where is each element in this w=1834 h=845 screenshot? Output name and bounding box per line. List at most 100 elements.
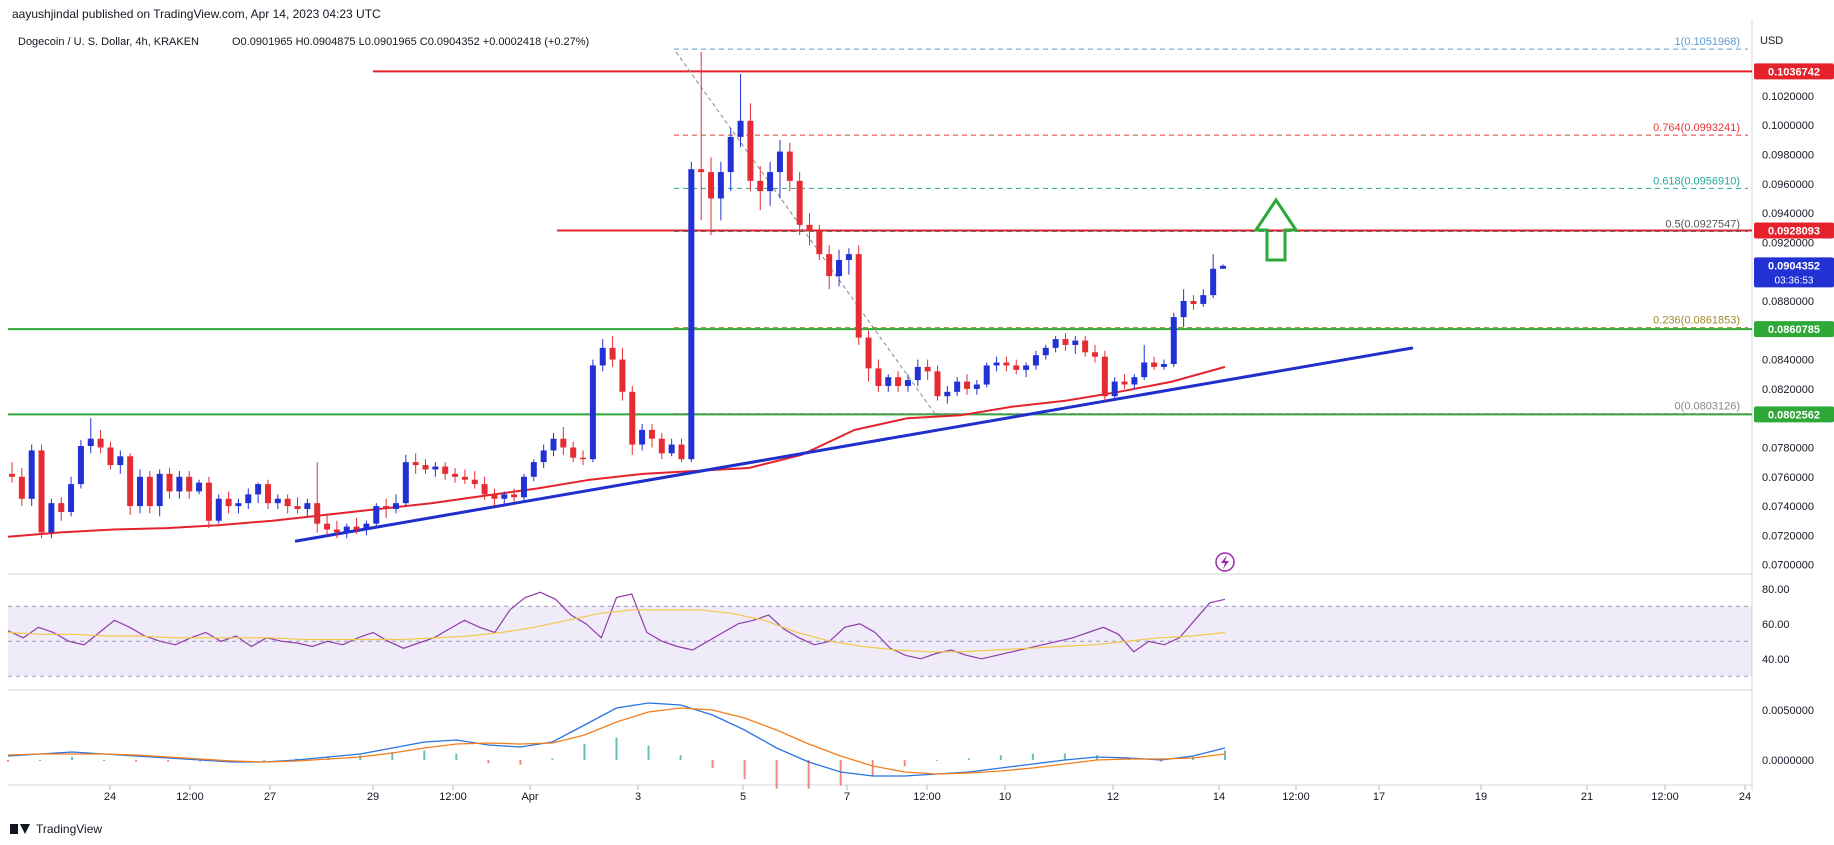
- candle: [530, 459, 537, 482]
- candle-body: [1210, 268, 1217, 296]
- price-tag-label: 0.1036742: [1768, 66, 1820, 78]
- candle: [757, 166, 764, 211]
- candle-body: [1111, 381, 1118, 397]
- fib-level-label: 0.236(0.0861853): [1653, 315, 1740, 327]
- candle-body: [1160, 363, 1167, 367]
- time-label: 12:00: [1651, 791, 1679, 803]
- candle: [678, 438, 685, 463]
- time-label: Apr: [521, 791, 538, 803]
- candle-body: [68, 484, 75, 512]
- candle: [196, 479, 203, 495]
- candle: [737, 73, 744, 148]
- candle-body: [599, 347, 606, 366]
- candle-body: [993, 362, 1000, 366]
- candle: [767, 161, 774, 206]
- candle-body: [658, 438, 665, 454]
- candle: [412, 453, 419, 474]
- candle: [885, 374, 892, 392]
- candle: [629, 385, 636, 455]
- candle-body: [1072, 340, 1079, 345]
- candle: [1220, 264, 1226, 269]
- candle-body: [353, 526, 360, 530]
- candle: [442, 462, 449, 480]
- candle-body: [107, 447, 114, 466]
- candle-body: [629, 391, 636, 445]
- candle: [639, 424, 646, 451]
- candle-body: [904, 380, 911, 386]
- candle: [973, 380, 980, 395]
- candle-body: [471, 479, 478, 485]
- tradingview-logo-icon: [10, 822, 30, 836]
- candle-body: [432, 466, 439, 470]
- candle: [934, 365, 941, 401]
- candle: [186, 470, 193, 499]
- candle: [1092, 344, 1099, 363]
- candle: [432, 462, 439, 477]
- candle: [501, 491, 508, 507]
- candle: [570, 441, 577, 463]
- time-label: 14: [1213, 791, 1225, 803]
- candle-body: [18, 476, 25, 499]
- candle-body: [166, 473, 173, 492]
- candle: [343, 523, 350, 539]
- candle-body: [895, 377, 902, 386]
- candle-body: [117, 456, 124, 466]
- candle: [1042, 344, 1049, 360]
- rsi-line: [7, 591, 1226, 660]
- candle-body: [314, 503, 321, 524]
- candle: [491, 488, 498, 507]
- candle: [146, 470, 153, 514]
- ascending-trendline: [294, 346, 1414, 543]
- macd-histogram-bar: [167, 760, 170, 762]
- price-tick-label: 0.0740000: [1762, 501, 1814, 513]
- candle: [97, 429, 104, 454]
- macd-histogram-bar: [967, 758, 970, 760]
- candle: [1121, 374, 1128, 389]
- candle-body: [324, 523, 331, 530]
- candle-body: [225, 498, 232, 507]
- candle-body: [1023, 365, 1030, 370]
- candle-body: [146, 476, 153, 507]
- candle-body: [855, 254, 862, 338]
- candle: [461, 469, 468, 485]
- candle-body: [954, 381, 961, 392]
- candle: [964, 374, 971, 395]
- candle-body: [678, 444, 685, 460]
- countdown-label: 03:36:53: [1775, 275, 1814, 286]
- candle-body: [757, 180, 764, 192]
- candle: [599, 339, 606, 372]
- macd-histogram-bar: [871, 760, 874, 776]
- lightning-icon-bolt: [1221, 555, 1229, 569]
- candle: [786, 142, 793, 192]
- candle-body: [461, 476, 468, 480]
- candle: [294, 497, 301, 514]
- candle-body: [422, 465, 429, 470]
- candle: [875, 359, 882, 392]
- macd-histogram-bar: [199, 760, 202, 762]
- candle: [1190, 295, 1197, 310]
- candle: [245, 488, 252, 510]
- candle: [550, 432, 557, 457]
- symbol-line: Dogecoin / U. S. Dollar, 4h, KRAKEN: [18, 36, 199, 48]
- fib-level-label: 0.764(0.0993241): [1653, 122, 1740, 134]
- candle: [1111, 377, 1118, 401]
- time-label: 5: [740, 791, 746, 803]
- candle-body: [1190, 301, 1197, 304]
- macd-histogram-bar: [135, 760, 138, 762]
- price-tick-label: 0.0980000: [1762, 150, 1814, 162]
- candle-body: [186, 476, 193, 492]
- candle: [235, 498, 242, 514]
- candle-body: [343, 526, 350, 533]
- published-line: aayushjindal published on TradingView.co…: [12, 7, 381, 21]
- candle-body: [28, 450, 35, 499]
- candle: [117, 450, 124, 474]
- candle-body: [501, 494, 508, 499]
- candle: [1072, 336, 1079, 354]
- candle: [727, 128, 734, 192]
- candle-body: [127, 456, 134, 507]
- candle-body: [1003, 362, 1010, 366]
- price-tag: [1754, 321, 1834, 338]
- currency-label: USD: [1760, 35, 1783, 47]
- candle: [520, 473, 527, 501]
